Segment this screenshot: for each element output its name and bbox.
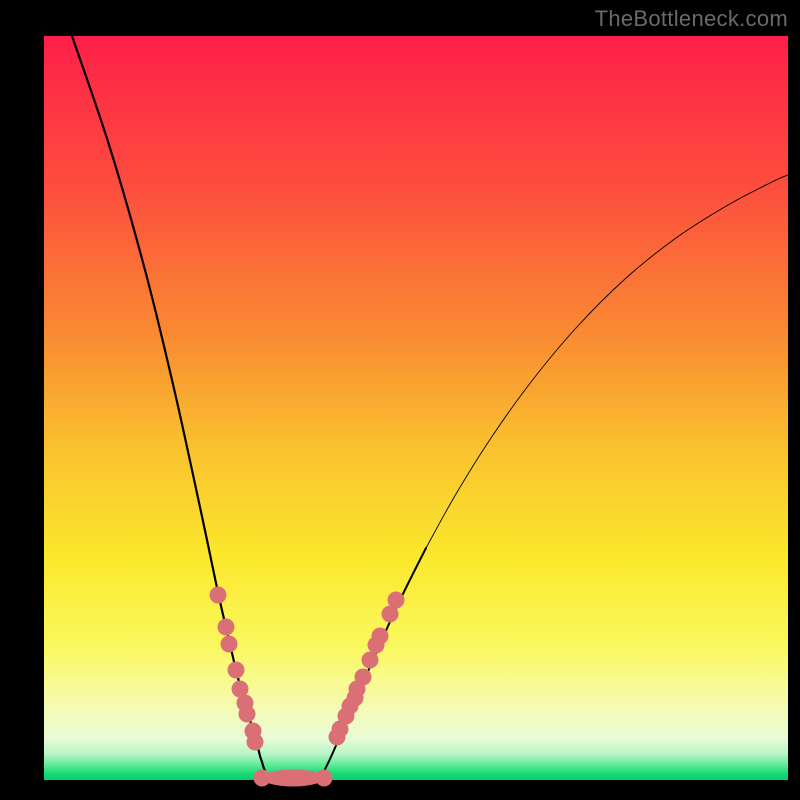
- watermark-text: TheBottleneck.com: [595, 6, 788, 32]
- gradient-plot-area: [44, 36, 788, 780]
- chart-stage: TheBottleneck.com: [0, 0, 800, 800]
